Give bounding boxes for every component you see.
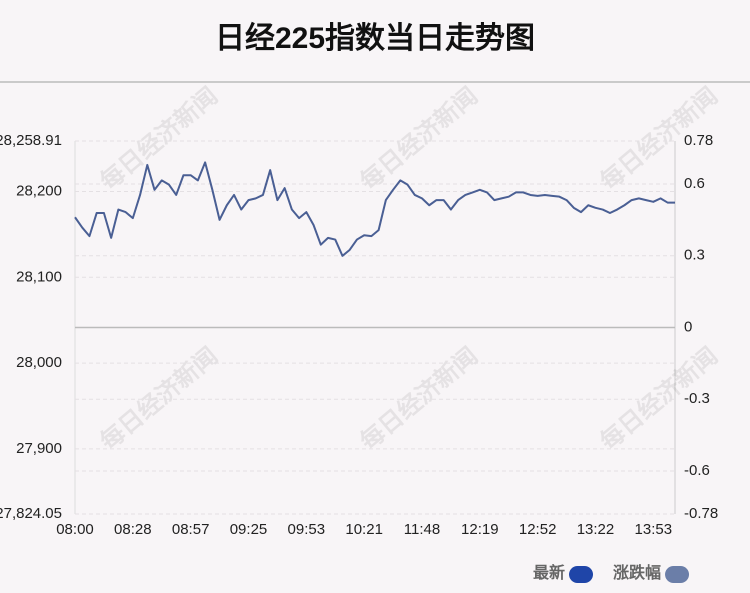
y-tick-label: 28,258.91 — [0, 132, 62, 149]
x-tick-label: 08:00 — [56, 521, 94, 538]
y-tick-label: 28,200 — [16, 182, 62, 199]
legend-label: 涨跌幅 — [613, 563, 661, 582]
x-tick-label: 09:25 — [230, 521, 268, 538]
x-tick-label: 08:57 — [172, 521, 210, 538]
x-tick-label: 10:21 — [345, 521, 383, 538]
y-tick-label: 27,900 — [16, 440, 62, 457]
y2-tick-label: 0.3 — [684, 247, 705, 264]
x-tick-label: 13:22 — [577, 521, 615, 538]
y2-tick-label: -0.3 — [684, 390, 710, 407]
x-tick-label: 09:53 — [288, 521, 326, 538]
y2-tick-label: 0.78 — [684, 132, 713, 149]
legend-label: 最新 — [533, 563, 565, 582]
y2-tick-label: -0.6 — [684, 462, 710, 479]
x-tick-label: 11:48 — [404, 521, 440, 538]
chart-title: 日经225指数当日走势图 — [215, 21, 535, 55]
y-tick-label: 28,100 — [16, 268, 62, 285]
y2-tick-label: 0.6 — [684, 175, 705, 192]
legend-swatch — [665, 566, 690, 583]
y-tick-label: 27,824.05 — [0, 505, 62, 522]
x-tick-label: 13:53 — [635, 521, 673, 538]
y-tick-label: 28,000 — [16, 354, 62, 371]
x-tick-label: 12:52 — [519, 521, 557, 538]
x-tick-label: 08:28 — [114, 521, 152, 538]
y2-tick-label: -0.78 — [684, 505, 718, 522]
line-series — [74, 161, 675, 257]
y2-tick-label: 0 — [684, 318, 692, 335]
legend-swatch — [569, 566, 594, 583]
x-tick-label: 12:19 — [461, 521, 499, 538]
